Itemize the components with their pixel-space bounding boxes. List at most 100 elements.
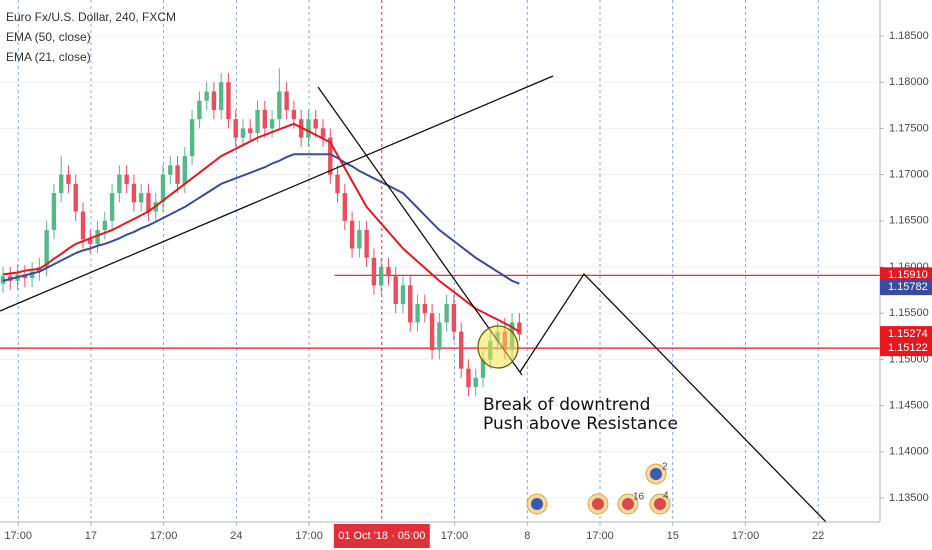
x-tick-label: 15 [667,530,679,542]
candle-body [480,359,486,378]
ema-line [2,122,520,333]
candle-body [197,100,202,120]
event-icon [622,498,634,510]
legend-entry: EMA (50, close) [6,30,91,44]
candle-body [284,91,289,110]
candle-body [80,211,86,240]
trend-line [0,75,554,312]
candle-body [437,322,442,351]
candle-body [58,174,64,194]
candle-body [269,119,275,129]
price-label-bg [880,340,932,357]
event-count: 4 [663,491,669,502]
event-icon [654,498,666,510]
candle-body [248,128,253,134]
candle-body [240,128,246,138]
candle-body [124,174,129,184]
candle-body [364,230,369,258]
candle-body [313,119,318,129]
legend-entry: EMA (21, close) [6,50,91,64]
candle-body [109,193,115,221]
x-tick-label: 17:00 [150,530,178,542]
candle-body [146,193,151,212]
candle-body [400,285,406,304]
y-tick-label: 1.14000 [889,446,929,458]
candle-body [102,220,108,231]
candle-body [466,368,471,388]
y-tick-label: 1.15000 [889,353,929,365]
candle-body [517,322,522,335]
grid [0,0,880,522]
ema-lines [2,122,520,333]
candle-body [189,119,195,157]
candle-body [393,276,398,304]
candle-body [415,303,420,323]
candle-body [168,165,173,175]
price-label: 1.15274 [888,328,928,340]
candle-body [328,137,333,175]
ema-line [2,153,520,285]
candle-body [277,91,282,120]
event-icon [592,498,604,510]
x-tick-label: 22 [812,530,824,542]
x-tick-label: 17:00 [295,530,323,542]
y-tick-label: 1.15500 [889,307,929,319]
candle-body [160,174,166,203]
candle-body [88,239,93,244]
candle-body [182,156,188,184]
candle-body [349,220,355,249]
candle-body [51,193,57,231]
highlight-circle [477,325,519,369]
event-icon [531,498,543,510]
price-label-bg [880,279,932,296]
candle-body [357,230,362,249]
x-tick-label: 17:00 [732,530,760,542]
annotation: Push above Resistance [483,414,678,434]
candle-body [29,271,35,279]
candle-body [429,313,435,351]
candle-body [473,377,478,388]
y-tick-label: 1.18500 [889,30,929,42]
y-tick-label: 1.16500 [889,215,929,227]
candle-body [458,331,464,369]
candle-body [306,119,311,138]
candle-body [291,109,297,120]
candle-body [320,128,326,138]
candle-body [378,267,384,286]
price-label: 1.15782 [888,281,928,293]
price-label-bg [880,326,932,343]
candle-body [175,165,180,184]
candle-body [444,303,449,323]
candle-body [262,109,268,129]
crosshair-label: 01 Oct '18 · 05:00 [338,530,425,542]
candle-body [226,82,231,120]
y-tick-label: 1.14500 [889,399,929,411]
candle-body [138,193,144,203]
candle-body [335,174,340,194]
crosshair-label-bg [333,524,430,548]
candle-body [451,303,457,332]
candle-body [211,91,217,110]
candle-body [255,109,260,134]
x-tick-label: 8 [524,530,530,542]
candle-body [342,193,348,221]
price-label: 1.15122 [888,342,928,354]
candle-body [95,230,100,244]
y-tick-label: 1.17000 [889,169,929,181]
legend: Euro Fx/U.S. Dollar, 240, FXCM EMA (50, … [6,10,176,64]
x-tick-label: 17:00 [441,530,469,542]
candle-body [66,174,71,184]
event-count: 16 [633,492,645,503]
x-tick-label: 24 [230,530,242,542]
projection-line [519,272,827,523]
event-icon [650,468,662,480]
annotation: Break of downtrend [483,395,650,415]
candle-body [218,82,224,110]
candle-body [117,174,122,194]
y-tick-label: 1.17500 [889,122,929,134]
candle-body [371,257,377,286]
candle-body [386,267,391,277]
candle-body [408,285,413,323]
chart-title: Euro Fx/U.S. Dollar, 240, FXCM [6,10,176,24]
